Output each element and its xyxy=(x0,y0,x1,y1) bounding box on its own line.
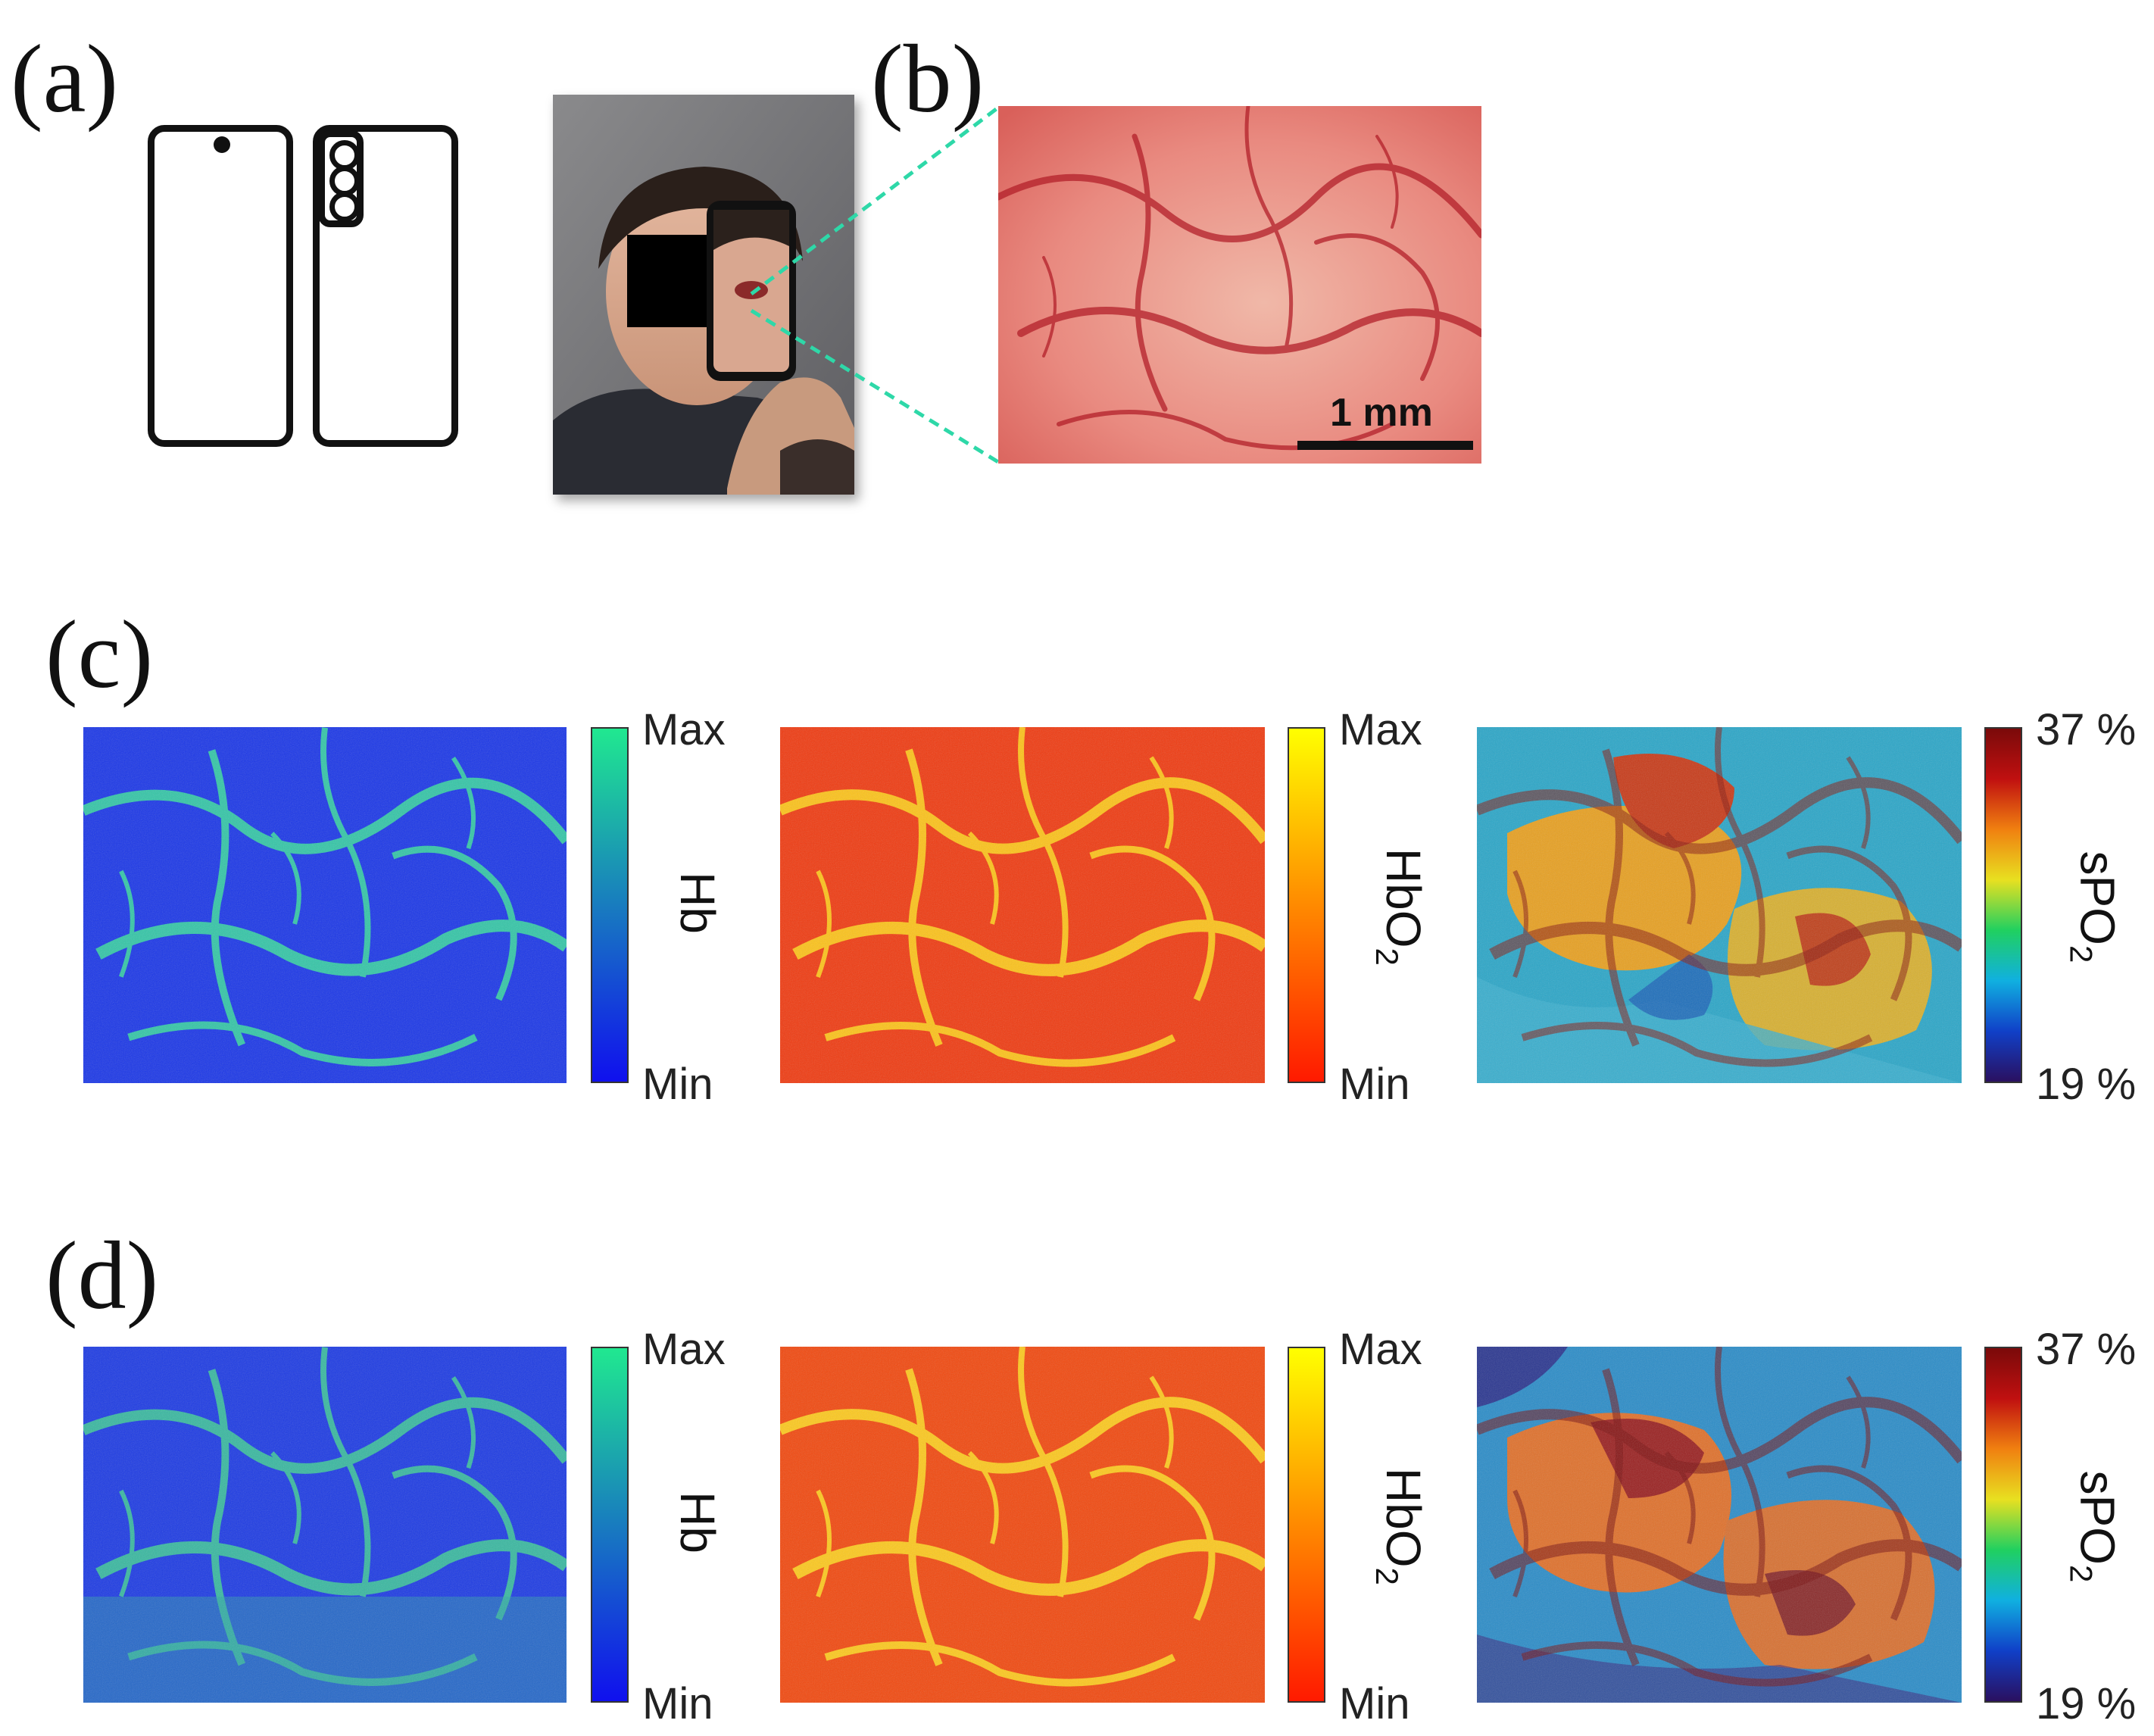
hb-colorbar-d xyxy=(591,1347,629,1703)
hbo2-colorbar-max-c: Max xyxy=(1339,705,1422,754)
scale-bar-label: 1 mm xyxy=(1330,391,1433,435)
hb-colorbar-title-c: Hb xyxy=(670,872,725,934)
spo2-colorbar-c xyxy=(1984,727,2022,1083)
hb-colorbar-c xyxy=(591,727,629,1083)
phone-back-outline xyxy=(313,125,458,447)
hbo2-colorbar-c xyxy=(1288,727,1325,1083)
hbo2-colorbar-title-d: HbO2 xyxy=(1369,1467,1431,1585)
panel-label-b: (b) xyxy=(871,25,985,133)
hb-colorbar-max-d: Max xyxy=(642,1325,726,1374)
hb-colorbar-min-c: Min xyxy=(642,1060,713,1109)
spo2-colorbar-min-c: 19 % xyxy=(2036,1060,2137,1109)
hbo2-colorbar-d xyxy=(1288,1347,1325,1703)
spo2-map-d xyxy=(1477,1347,1962,1703)
hb-colorbar-max-c: Max xyxy=(642,705,726,754)
spo2-colorbar-title-d: sPO2 xyxy=(2063,1470,2125,1583)
spo2-colorbar-min-d: 19 % xyxy=(2036,1679,2137,1728)
hb-colorbar-title-d: Hb xyxy=(670,1491,725,1553)
panel-label-a: (a) xyxy=(11,25,119,133)
hbo2-colorbar-min-c: Min xyxy=(1339,1060,1410,1109)
face-redaction-box xyxy=(627,235,712,327)
camera-module-icon xyxy=(318,130,364,227)
spo2-colorbar-max-d: 37 % xyxy=(2036,1325,2137,1374)
hbo2-map-c xyxy=(780,727,1265,1083)
hbo2-colorbar-max-d: Max xyxy=(1339,1325,1422,1374)
spo2-colorbar-d xyxy=(1984,1347,2022,1703)
hb-map-d xyxy=(83,1347,567,1703)
scale-bar xyxy=(1297,441,1473,450)
panel-label-c: (c) xyxy=(45,601,154,708)
subject-photo xyxy=(553,95,854,495)
spo2-map-c xyxy=(1477,727,1962,1083)
hbo2-map-d xyxy=(780,1347,1265,1703)
hbo2-colorbar-min-d: Min xyxy=(1339,1679,1410,1728)
hb-map-c xyxy=(83,727,567,1083)
conjunctiva-image: 1 mm xyxy=(998,106,1481,464)
hb-colorbar-min-d: Min xyxy=(642,1679,713,1728)
spo2-colorbar-max-c: 37 % xyxy=(2036,705,2137,754)
phone-front-outline xyxy=(148,125,293,447)
hbo2-colorbar-title-c: HbO2 xyxy=(1369,848,1431,966)
spo2-colorbar-title-c: sPO2 xyxy=(2063,851,2125,963)
panel-label-d: (d) xyxy=(45,1222,159,1329)
front-camera-dot xyxy=(214,136,230,153)
